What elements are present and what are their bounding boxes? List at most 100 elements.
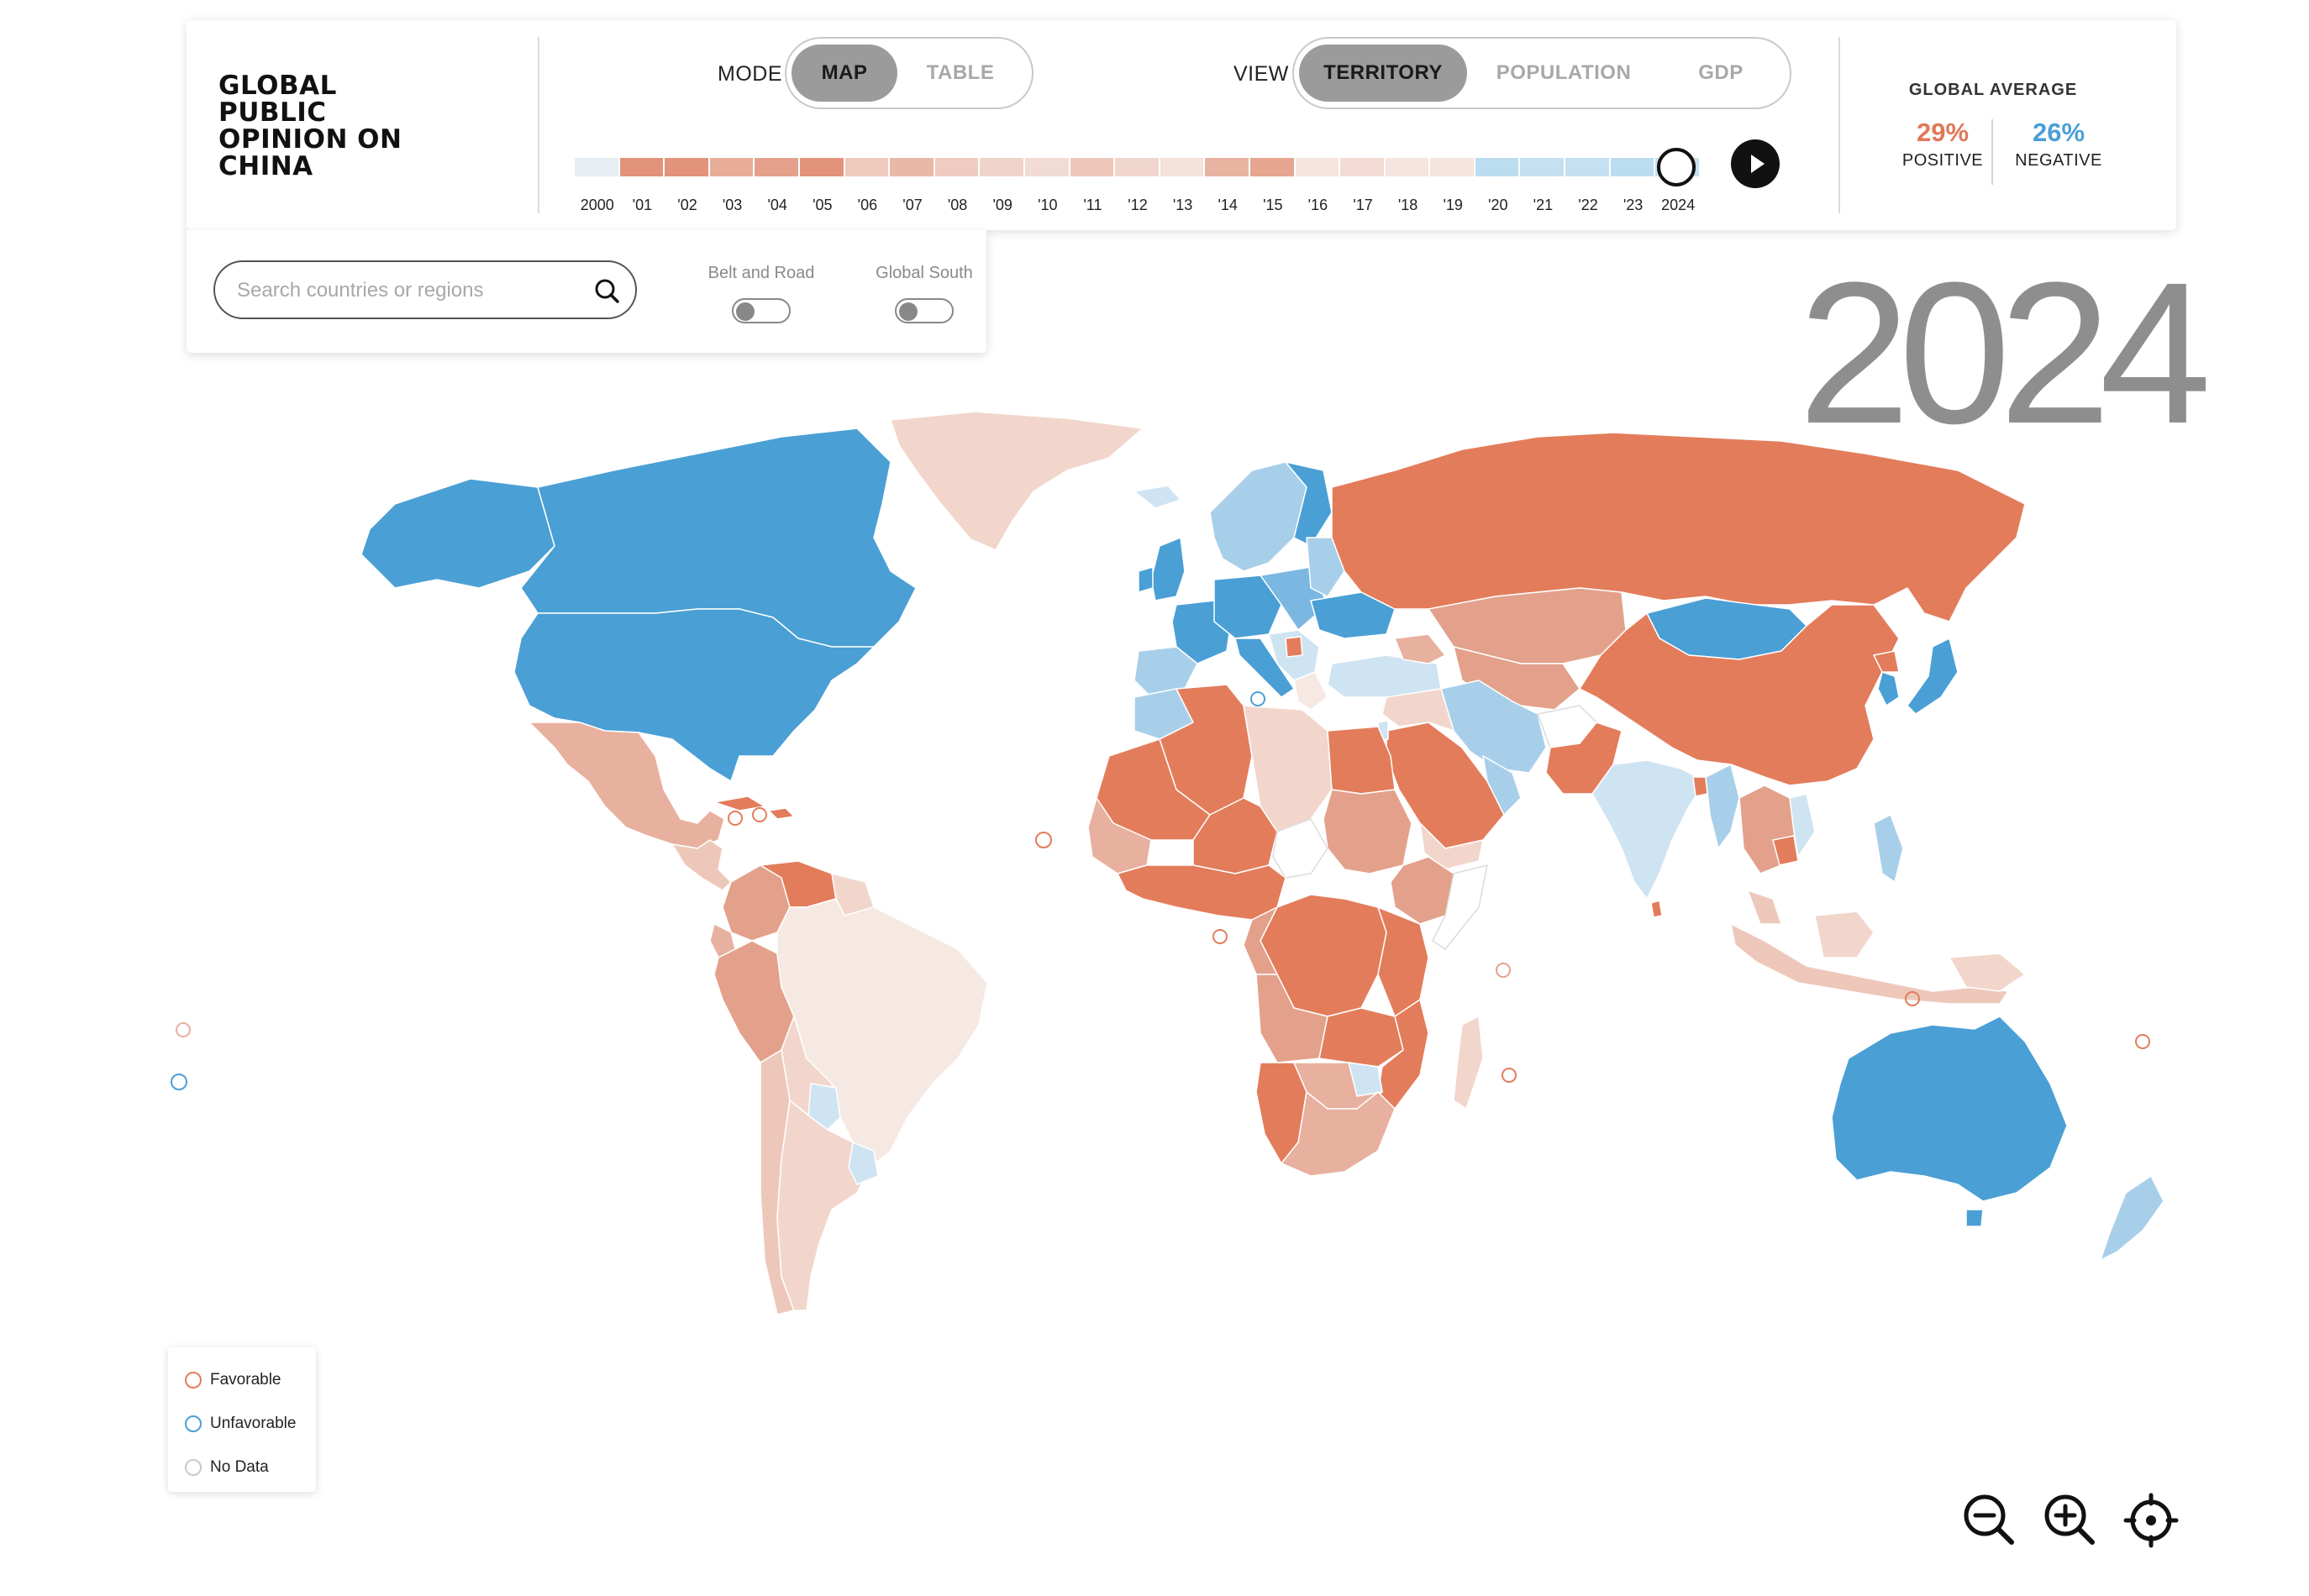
country-usa-alaska[interactable] xyxy=(360,478,555,589)
play-button[interactable] xyxy=(1731,139,1780,188)
country-myanmar[interactable] xyxy=(1705,764,1740,849)
timeline-segment[interactable] xyxy=(1024,158,1069,176)
timeline-segment[interactable] xyxy=(709,158,754,176)
country-mexico[interactable] xyxy=(529,722,725,849)
country-somalia[interactable] xyxy=(1432,864,1488,950)
timeline-year-label[interactable]: '10 xyxy=(1038,197,1058,213)
timeline-segment[interactable] xyxy=(1295,158,1339,176)
country-usa[interactable] xyxy=(513,608,875,782)
timeline-year-label[interactable]: '17 xyxy=(1353,197,1373,213)
timeline-year-label[interactable]: '15 xyxy=(1263,197,1283,213)
view-territory-button[interactable]: TERRITORY xyxy=(1299,45,1467,102)
country-vietnam[interactable] xyxy=(1789,793,1816,858)
timeline-year-label[interactable]: 2024 xyxy=(1661,197,1696,213)
timeline-segment[interactable] xyxy=(665,158,708,176)
country-iraq-syria[interactable] xyxy=(1381,688,1454,732)
country-tasmania[interactable] xyxy=(1965,1209,1984,1227)
timeline-segment[interactable] xyxy=(1430,158,1474,176)
timeline-year-label[interactable]: '21 xyxy=(1533,197,1554,213)
timeline-segment[interactable] xyxy=(619,158,664,176)
country-indonesia[interactable] xyxy=(1730,923,2009,1005)
country-papua[interactable] xyxy=(1949,953,2026,992)
marker-favorable[interactable] xyxy=(1212,929,1228,944)
country-australia[interactable] xyxy=(1831,1016,2068,1202)
timeline-segment[interactable] xyxy=(844,158,889,176)
timeline-segment[interactable] xyxy=(1385,158,1429,176)
country-belarus-baltics[interactable] xyxy=(1306,537,1345,597)
timeline-year-label[interactable]: '01 xyxy=(632,197,653,213)
timeline-segment[interactable] xyxy=(1340,158,1384,176)
timeline-segment[interactable] xyxy=(755,158,798,176)
zoom-in-icon[interactable] xyxy=(2042,1492,2099,1549)
marker-unfavorable[interactable] xyxy=(1250,691,1265,706)
country-malaysia[interactable] xyxy=(1747,890,1782,925)
country-greenland[interactable] xyxy=(890,411,1144,551)
country-dominican[interactable] xyxy=(768,807,795,820)
country-sudan[interactable] xyxy=(1323,789,1412,874)
country-japan[interactable] xyxy=(1907,638,1959,715)
search-box[interactable] xyxy=(213,260,637,319)
timeline-handle[interactable] xyxy=(1657,148,1696,186)
timeline-year-label[interactable]: '05 xyxy=(813,197,833,213)
timeline-year-label[interactable]: '09 xyxy=(992,197,1012,213)
marker-favorable[interactable] xyxy=(752,807,767,822)
timeline-segment[interactable] xyxy=(1249,158,1294,176)
timeline-year-label[interactable]: '07 xyxy=(902,197,923,213)
belt-and-road-toggle[interactable] xyxy=(732,298,791,323)
country-china[interactable] xyxy=(1579,604,1900,786)
country-uruguay[interactable] xyxy=(848,1142,879,1185)
timeline-year-label[interactable]: 2000 xyxy=(580,197,614,213)
country-italy[interactable] xyxy=(1234,638,1295,698)
marker-unfavorable[interactable] xyxy=(171,1074,187,1090)
timeline-segment[interactable] xyxy=(1475,158,1519,176)
global-south-toggle[interactable] xyxy=(895,298,954,323)
timeline-segment[interactable] xyxy=(1205,158,1249,176)
timeline-year-label[interactable]: '18 xyxy=(1397,197,1418,213)
timeline-year-label[interactable]: '19 xyxy=(1443,197,1463,213)
country-borneo[interactable] xyxy=(1814,911,1875,958)
search-input[interactable] xyxy=(237,272,581,309)
timeline-year-label[interactable]: '20 xyxy=(1488,197,1508,213)
country-chad[interactable] xyxy=(1272,818,1328,879)
view-gdp-button[interactable]: GDP xyxy=(1698,61,1744,84)
country-cuba[interactable] xyxy=(713,795,765,811)
country-yemen[interactable] xyxy=(1419,822,1484,870)
zoom-out-icon[interactable] xyxy=(1961,1492,2018,1549)
country-sri-lanka[interactable] xyxy=(1650,900,1663,918)
marker-favorable[interactable] xyxy=(1905,991,1920,1006)
timeline-segment[interactable] xyxy=(1610,158,1654,176)
timeline-year-label[interactable]: '12 xyxy=(1128,197,1148,213)
country-madagascar[interactable] xyxy=(1453,1016,1484,1110)
timeline-segment[interactable] xyxy=(799,158,844,176)
timeline-segment[interactable] xyxy=(1115,158,1159,176)
marker-favorable[interactable] xyxy=(1502,1068,1517,1083)
country-greece[interactable] xyxy=(1293,671,1328,711)
timeline-year-label[interactable]: '02 xyxy=(677,197,697,213)
country-iran[interactable] xyxy=(1440,680,1547,774)
country-iceland[interactable] xyxy=(1133,485,1181,509)
timeline-year-label[interactable]: '14 xyxy=(1218,197,1238,213)
timeline-segment[interactable] xyxy=(934,158,979,176)
country-south-korea[interactable] xyxy=(1877,671,1900,706)
country-cambodia[interactable] xyxy=(1772,835,1799,866)
mode-table-button[interactable]: TABLE xyxy=(926,61,995,84)
timeline-segment[interactable] xyxy=(575,158,618,176)
timeline-year-label[interactable]: '16 xyxy=(1307,197,1328,213)
timeline-year-label[interactable]: '11 xyxy=(1083,197,1102,213)
timeline-segment[interactable] xyxy=(1565,158,1609,176)
marker-favorable[interactable] xyxy=(728,811,743,826)
country-india[interactable] xyxy=(1591,759,1707,900)
timeline-year-label[interactable]: '23 xyxy=(1623,197,1644,213)
country-south-africa[interactable] xyxy=(1281,1091,1396,1177)
country-caucasus[interactable] xyxy=(1394,633,1446,664)
country-serbia[interactable] xyxy=(1285,636,1303,658)
country-paraguay[interactable] xyxy=(807,1083,841,1131)
timeline-segment[interactable] xyxy=(1160,158,1204,176)
year-timeline[interactable]: 2000 '01 '02 '03 '04 '05 '06 '07 '08 '09 '10 '11 '12… xyxy=(575,139,1701,232)
timeline-year-label[interactable]: '03 xyxy=(722,197,743,213)
timeline-year-label[interactable]: '13 xyxy=(1172,197,1193,213)
country-norway-sweden[interactable] xyxy=(1209,461,1307,572)
marker-favorable[interactable] xyxy=(1035,832,1052,848)
marker-favorable[interactable] xyxy=(176,1022,191,1037)
country-uk[interactable] xyxy=(1150,537,1186,601)
